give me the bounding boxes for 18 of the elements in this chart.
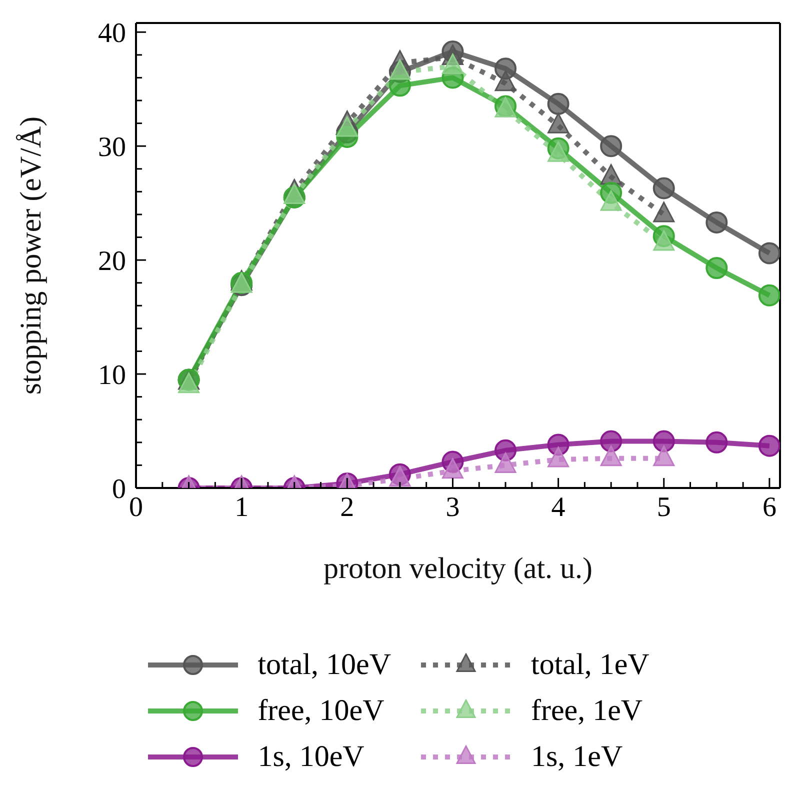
y-tick-label: 20 xyxy=(98,246,126,278)
legend-label: 1s, 1eV xyxy=(531,740,623,774)
legend-label: free, 1eV xyxy=(531,694,643,728)
legend-label: 1s, 10eV xyxy=(258,740,364,774)
x-tick-label: 2 xyxy=(340,492,354,523)
legend-label: free, 10eV xyxy=(258,694,384,728)
y-tick-label: 30 xyxy=(98,132,126,164)
y-tick-label: 40 xyxy=(98,18,126,50)
legend-label: total, 10eV xyxy=(258,648,391,682)
x-tick-label: 1 xyxy=(234,492,249,523)
y-axis-title: stopping power (eV/Å) xyxy=(14,116,48,395)
legend-label: total, 1eV xyxy=(531,648,650,682)
x-tick-label: 5 xyxy=(656,492,671,523)
y-tick-label: 10 xyxy=(98,360,126,392)
x-tick-label: 4 xyxy=(551,492,566,523)
x-tick-label: 6 xyxy=(762,492,776,523)
x-axis-title: proton velocity (at. u.) xyxy=(323,552,593,585)
x-tick-label: 3 xyxy=(446,492,460,523)
